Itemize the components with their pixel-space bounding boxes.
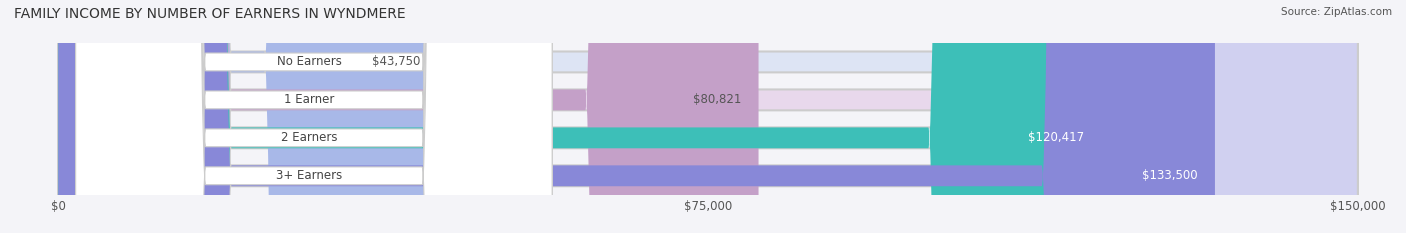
FancyBboxPatch shape (58, 0, 1358, 233)
FancyBboxPatch shape (76, 0, 553, 233)
Text: 2 Earners: 2 Earners (281, 131, 337, 144)
FancyBboxPatch shape (76, 0, 553, 233)
Text: 3+ Earners: 3+ Earners (277, 169, 343, 182)
FancyBboxPatch shape (58, 0, 437, 233)
Text: Source: ZipAtlas.com: Source: ZipAtlas.com (1281, 7, 1392, 17)
Text: FAMILY INCOME BY NUMBER OF EARNERS IN WYNDMERE: FAMILY INCOME BY NUMBER OF EARNERS IN WY… (14, 7, 406, 21)
FancyBboxPatch shape (58, 0, 1358, 233)
Text: 1 Earner: 1 Earner (284, 93, 335, 106)
Text: $43,750: $43,750 (371, 55, 420, 69)
FancyBboxPatch shape (76, 0, 553, 233)
Text: $133,500: $133,500 (1142, 169, 1198, 182)
FancyBboxPatch shape (58, 0, 1358, 233)
FancyBboxPatch shape (58, 0, 1101, 233)
Text: $120,417: $120,417 (1028, 131, 1084, 144)
FancyBboxPatch shape (76, 0, 553, 233)
FancyBboxPatch shape (58, 0, 1358, 233)
Text: No Earners: No Earners (277, 55, 342, 69)
FancyBboxPatch shape (58, 0, 1215, 233)
Text: $80,821: $80,821 (693, 93, 741, 106)
FancyBboxPatch shape (58, 0, 758, 233)
